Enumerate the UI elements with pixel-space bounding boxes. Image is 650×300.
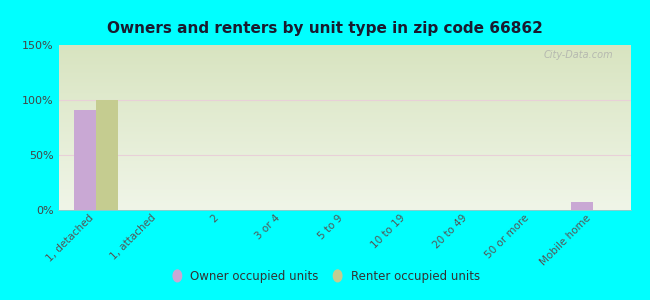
- Text: City-Data.com: City-Data.com: [543, 50, 614, 60]
- Legend: Owner occupied units, Renter occupied units: Owner occupied units, Renter occupied un…: [166, 266, 484, 288]
- Bar: [571, 202, 593, 210]
- Text: Owners and renters by unit type in zip code 66862: Owners and renters by unit type in zip c…: [107, 21, 543, 36]
- Bar: [96, 100, 118, 210]
- Bar: [74, 110, 96, 210]
